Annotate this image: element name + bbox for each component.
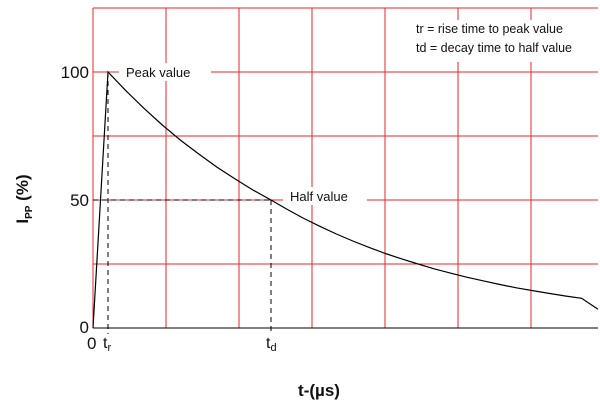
x-axis-title: t-(µs) [298, 381, 340, 400]
y-axis-title: IPP (%) [13, 174, 35, 223]
legend-td: td = decay time to half value [416, 41, 572, 55]
half-label-bg [283, 187, 367, 205]
peak-value-label: Peak value [126, 65, 190, 80]
waveform-curve [92, 70, 599, 329]
legend-tr: tr = rise time to peak value [416, 22, 563, 36]
peak-label-bg [119, 63, 211, 81]
x-tick-label: 0 [87, 334, 96, 353]
x-tick-label-tr: tr [103, 335, 111, 354]
y-tick-label: 50 [70, 191, 89, 210]
legend-box [412, 20, 598, 62]
y-tick-label: 0 [80, 318, 89, 337]
x-tick-label-td: td [266, 335, 277, 354]
guide-lines [93, 72, 272, 334]
y-tick-label: 100 [61, 63, 89, 82]
half-value-label: Half value [290, 189, 348, 204]
